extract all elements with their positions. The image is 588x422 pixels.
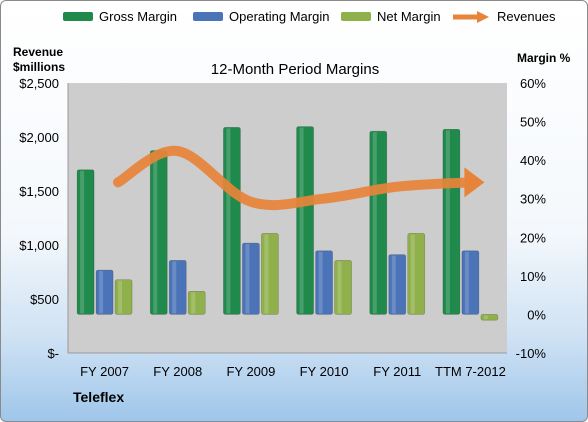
left-tick-label: $2,000	[19, 130, 59, 145]
bar-operating	[315, 250, 333, 315]
legend-label-gross: Gross Margin	[99, 9, 178, 24]
bar-highlight	[153, 151, 158, 314]
bar-operating	[388, 254, 407, 315]
bar-highlight	[299, 127, 304, 314]
bar-net	[334, 260, 352, 315]
bar-net	[114, 279, 133, 315]
company-name: Teleflex	[73, 389, 125, 405]
left-tick-label: $1,000	[19, 238, 59, 253]
right-tick-label: 0%	[527, 307, 546, 322]
chart-title: 12-Month Period Margins	[210, 61, 380, 78]
right-tick-label: 60%	[520, 76, 546, 91]
bar-highlight	[245, 244, 250, 314]
revenue-arrowhead	[464, 167, 485, 198]
plot-area	[68, 83, 507, 353]
bar-highlight	[172, 261, 177, 314]
bar-gross	[149, 150, 168, 315]
bar-highlight	[410, 234, 415, 314]
x-tick-label: FY 2007	[80, 364, 129, 379]
bar-highlight	[372, 132, 377, 314]
revenue-line	[113, 146, 476, 211]
legend-label-revenues: Revenues	[497, 9, 556, 24]
left-axis-title: Revenue $millions	[13, 45, 65, 75]
legend-swatch-net	[341, 12, 371, 21]
bar-highlight	[80, 170, 85, 314]
left-tick-label: $1,500	[19, 184, 59, 199]
bar-net	[261, 233, 279, 315]
right-tick-label: 20%	[520, 230, 546, 245]
left-axis-title-line2: $millions	[13, 60, 66, 74]
right-tick-label: 30%	[520, 192, 546, 207]
legend-label-operating: Operating Margin	[229, 9, 330, 24]
x-tick-label: FY 2011	[373, 364, 421, 379]
right-axis-title: Margin %	[517, 51, 571, 65]
x-tick-label: FY 2010	[300, 364, 349, 379]
legend-item-revenues: Revenues	[451, 9, 556, 24]
right-tick-label: 40%	[520, 153, 546, 168]
bar-highlight	[318, 251, 323, 314]
right-tick-label: 50%	[520, 115, 546, 130]
bar-highlight	[226, 128, 231, 314]
bar-net	[187, 290, 206, 315]
legend-swatch-gross	[63, 12, 93, 21]
left-tick-label: $2,500	[19, 76, 59, 91]
legend-swatch-operating	[193, 12, 223, 21]
bar-operating	[461, 250, 480, 315]
x-tick-label: TTM 7-2012	[435, 364, 506, 379]
x-tick-label: FY 2008	[153, 364, 202, 379]
right-tick-label: -10%	[516, 346, 547, 361]
bar-highlight	[191, 292, 196, 314]
bar-highlight	[337, 261, 342, 314]
bar-gross	[296, 126, 314, 315]
legend-item-operating: Operating Margin	[193, 9, 329, 24]
bar-operating	[95, 269, 114, 315]
right-tick-label: 10%	[520, 269, 546, 284]
bar-highlight	[264, 234, 269, 314]
bar-gross	[76, 169, 95, 315]
bar-highlight	[464, 251, 469, 314]
bar-highlight	[118, 280, 123, 314]
legend: Gross Margin Operating Margin Net Margin…	[1, 9, 587, 31]
legend-label-net: Net Margin	[377, 9, 441, 24]
legend-item-net: Net Margin	[341, 9, 441, 24]
left-tick-label: $-	[47, 346, 59, 361]
bar-gross	[223, 127, 241, 315]
bar-highlight	[483, 315, 488, 320]
legend-arrow-icon	[453, 10, 489, 23]
bar-highlight	[445, 130, 450, 314]
left-axis-title-line1: Revenue	[13, 45, 64, 59]
bar-highlight	[391, 255, 396, 314]
bar-operating	[168, 260, 187, 315]
bar-gross	[369, 130, 388, 315]
left-tick-label: $500	[30, 292, 59, 307]
bar-net	[407, 233, 426, 315]
bar-highlight	[99, 271, 104, 314]
legend-item-gross: Gross Margin	[63, 9, 177, 24]
bar-net	[480, 314, 499, 321]
x-tick-label: FY 2009	[226, 364, 275, 379]
bar-gross	[442, 128, 461, 315]
bar-operating	[242, 242, 260, 315]
